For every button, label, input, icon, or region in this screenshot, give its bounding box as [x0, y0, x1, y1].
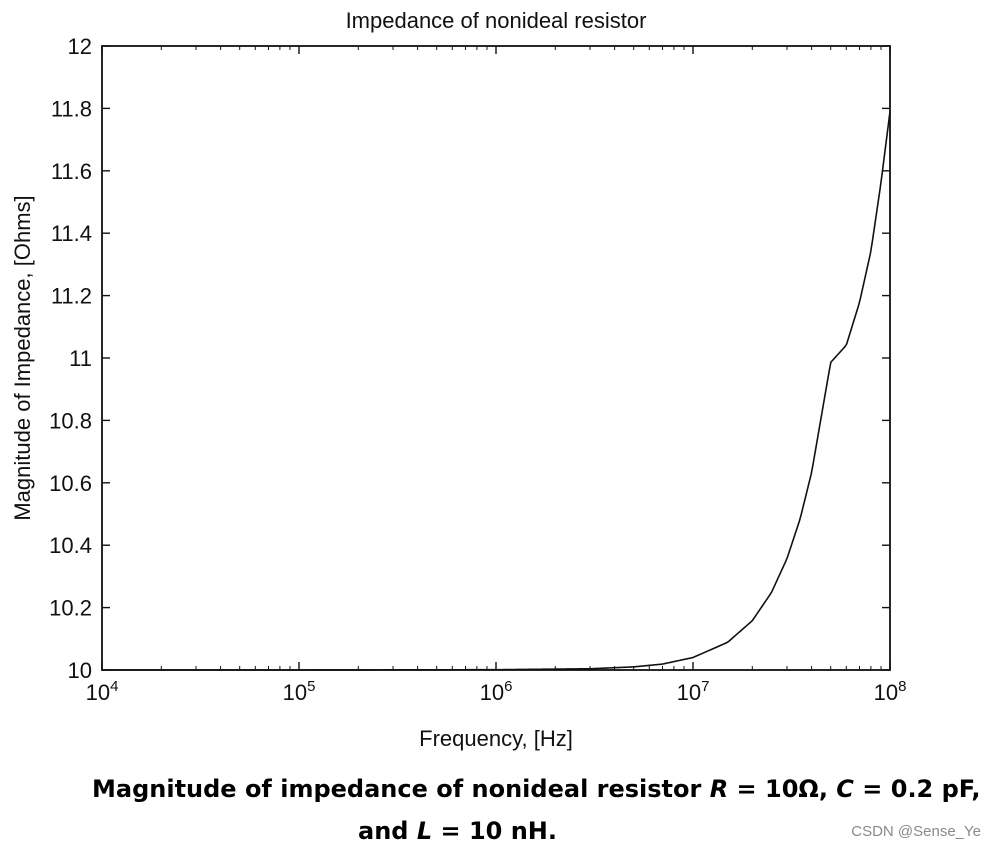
- y-tick-label: 10.6: [49, 471, 92, 496]
- y-tick-label: 10.4: [49, 533, 92, 558]
- x-tick-label: 104: [86, 678, 119, 705]
- y-tick-label: 11: [69, 346, 92, 371]
- x-tick-label: 108: [874, 678, 907, 705]
- watermark: CSDN @Sense_Ye: [851, 823, 981, 840]
- y-tick-label: 11.4: [51, 221, 92, 246]
- y-tick-label: 11.8: [51, 96, 92, 121]
- chart: Impedance of nonideal resistor 104 105 106…: [10, 8, 907, 751]
- chart-title: Impedance of nonideal resistor: [346, 8, 647, 33]
- x-tick-labels: 104 105 106 107 108: [86, 678, 907, 705]
- y-tick-label: 10.8: [49, 408, 92, 433]
- major-ticks: [101, 45, 891, 671]
- caption-value-r: = 10Ω,: [728, 775, 837, 803]
- minor-ticks: [160, 46, 882, 670]
- y-tick-label: 10: [68, 658, 92, 683]
- caption-variable-l: L: [416, 817, 433, 845]
- caption-value-l: = 10 nH.: [432, 817, 557, 845]
- caption-line-2: and L = 10 nH.: [358, 810, 557, 852]
- y-tick-labels: 12 11.8 11.6 11.4 11.2 11 10.8 10.6 10.4 10.2 10: [49, 34, 92, 683]
- x-tick-label: 105: [283, 678, 316, 705]
- y-tick-label: 10.2: [49, 596, 92, 621]
- caption-value-c: = 0.2 pF,: [853, 775, 981, 803]
- caption-text: Magnitude of impedance of nonideal resis…: [92, 775, 710, 803]
- x-axis-label: Frequency, [Hz]: [419, 726, 573, 751]
- y-tick-label: 12: [68, 34, 92, 59]
- y-tick-label: 11.6: [51, 159, 92, 184]
- plot-frame: [101, 45, 891, 671]
- caption-line-1: Magnitude of impedance of nonideal resis…: [92, 768, 980, 810]
- caption-variable-c: C: [836, 775, 854, 803]
- x-tick-label: 106: [480, 678, 513, 705]
- caption-variable-r: R: [709, 775, 729, 803]
- x-tick-label: 107: [677, 678, 710, 705]
- y-axis-label: Magnitude of Impedance, [Ohms]: [10, 195, 35, 520]
- caption-text: and: [358, 817, 417, 845]
- impedance-line: [102, 111, 891, 671]
- y-tick-label: 11.2: [51, 284, 92, 309]
